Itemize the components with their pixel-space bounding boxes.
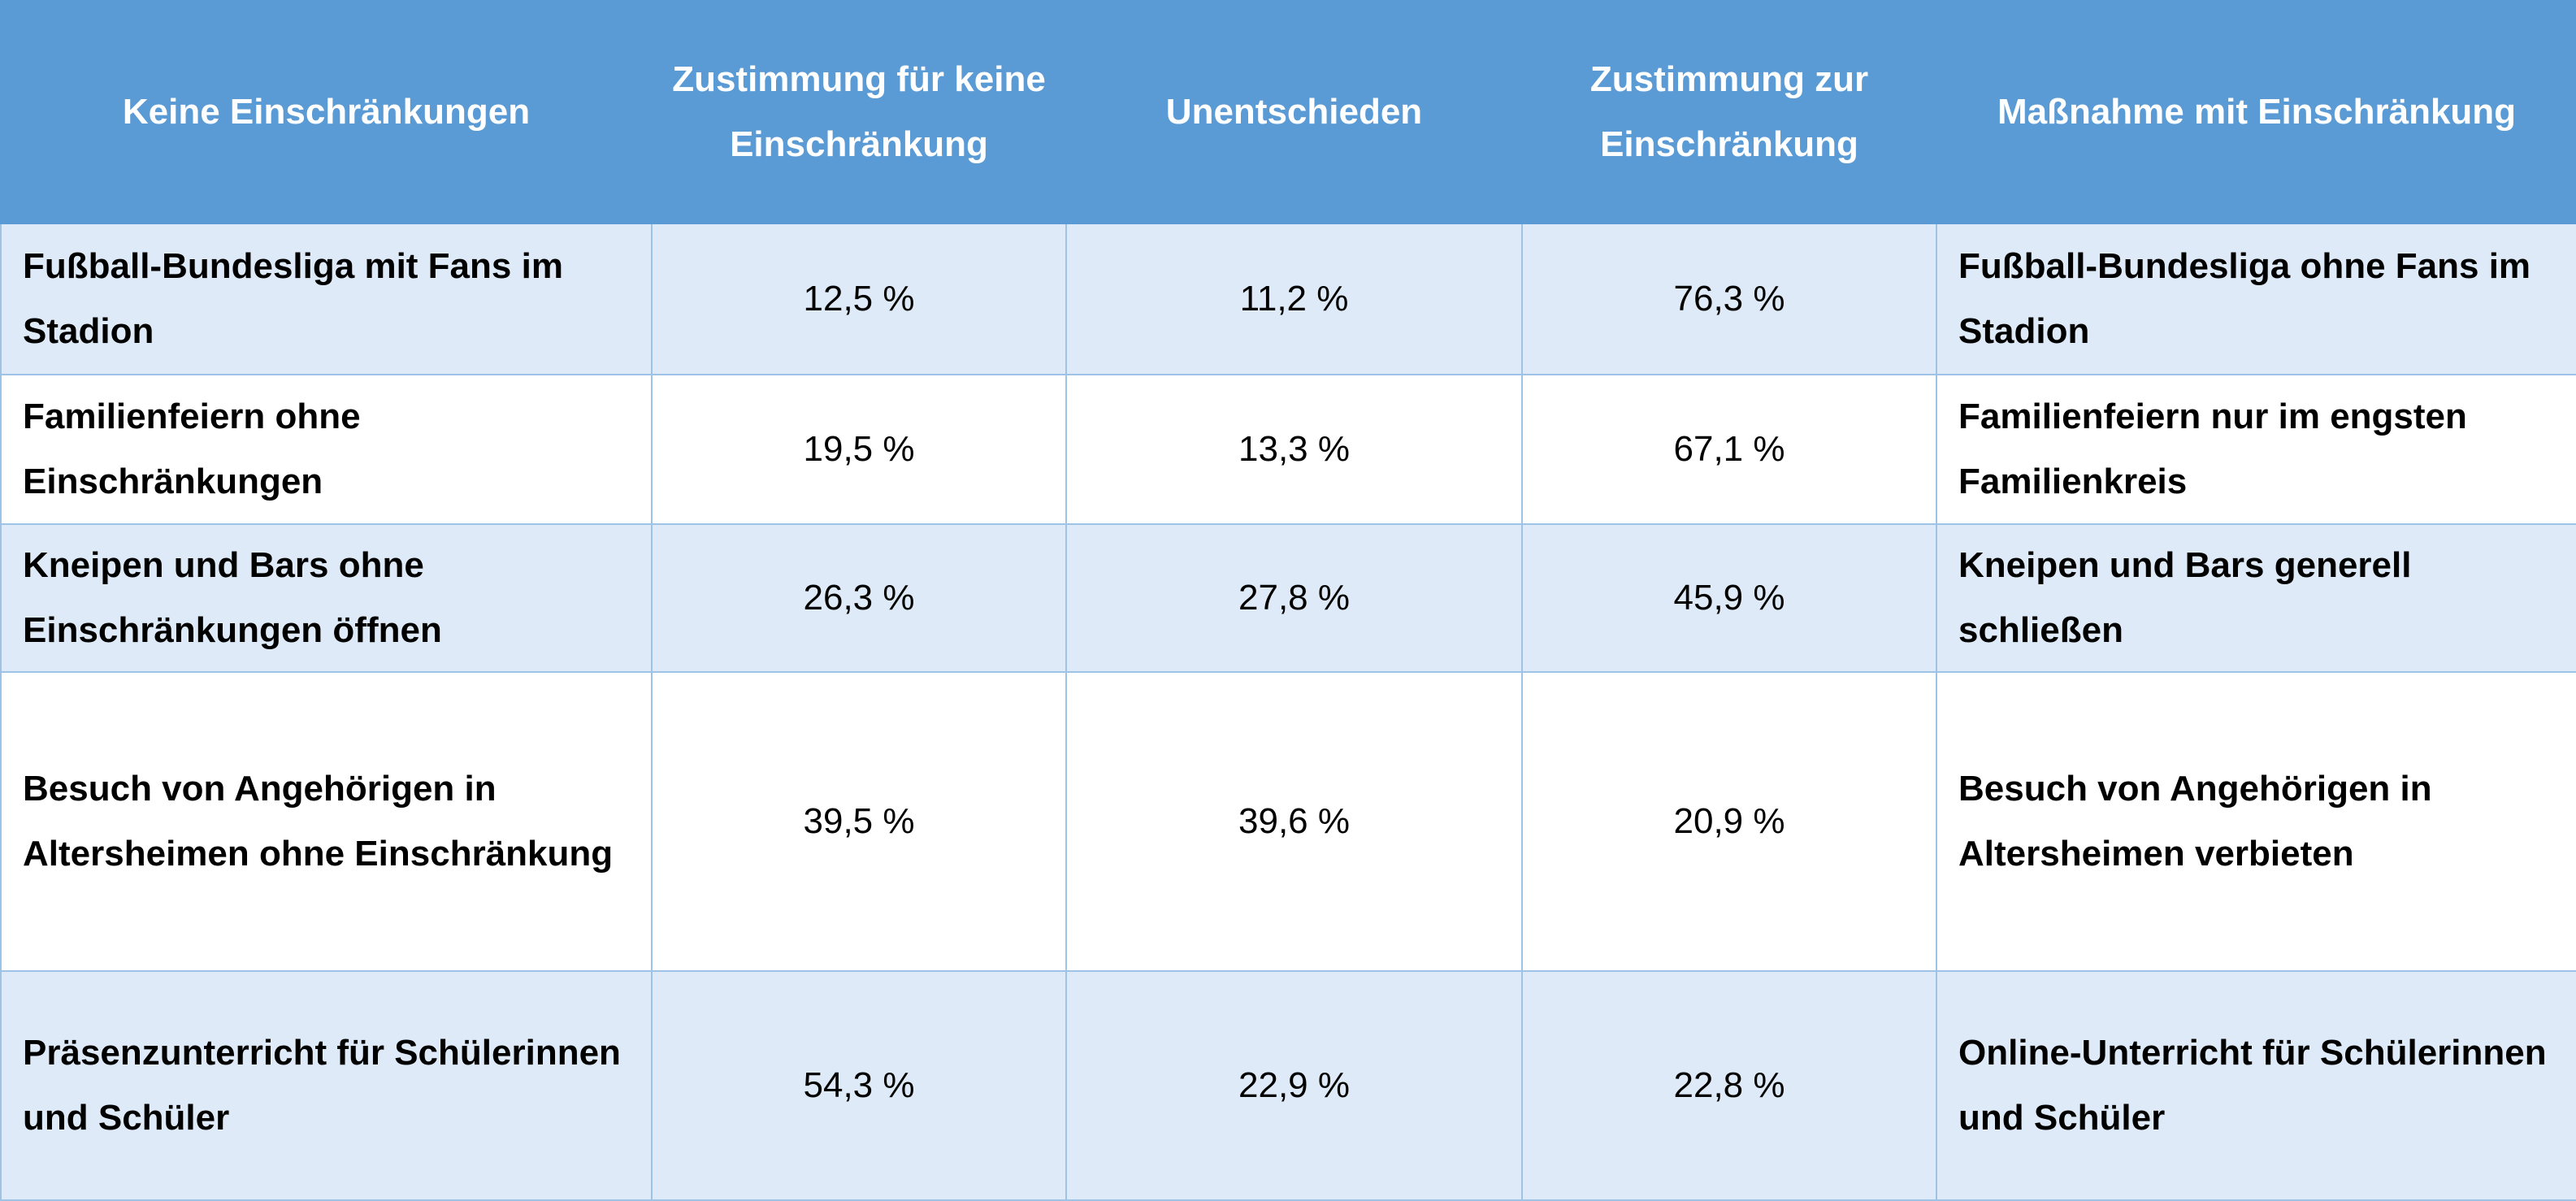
cell-no-restriction: Besuch von Angehörigen in Altersheimen o…	[0, 671, 653, 972]
cell-restriction: Besuch von Angehörigen in Altersheimen v…	[1936, 671, 2576, 972]
cell-undecided: 22,9 %	[1065, 970, 1523, 1201]
cell-undecided: 39,6 %	[1065, 671, 1523, 972]
header-row: Keine Einschränkungen Zustimmung für kei…	[0, 0, 2576, 224]
column-header-agree-no-restriction: Zustimmung für keine Einschränkung	[651, 0, 1067, 224]
cell-agree-restriction: 45,9 %	[1521, 523, 1937, 673]
cell-agree-no-restriction: 39,5 %	[651, 671, 1067, 972]
cell-agree-no-restriction: 26,3 %	[651, 523, 1067, 673]
column-header-undecided: Unentschieden	[1065, 0, 1523, 224]
column-header-restriction: Maßnahme mit Einschränkung	[1936, 0, 2576, 224]
cell-agree-no-restriction: 54,3 %	[651, 970, 1067, 1201]
cell-no-restriction: Familienfeiern ohne Einschränkungen	[0, 374, 653, 525]
cell-restriction: Familienfeiern nur im engsten Familienkr…	[1936, 374, 2576, 525]
table-body: Fußball-Bundesliga mit Fans im Stadion 1…	[0, 223, 2576, 1201]
table-row: Präsenzunterricht für Schülerinnen und S…	[0, 970, 2576, 1201]
table-row: Fußball-Bundesliga mit Fans im Stadion 1…	[0, 223, 2576, 375]
cell-agree-restriction: 22,8 %	[1521, 970, 1937, 1201]
cell-undecided: 13,3 %	[1065, 374, 1523, 525]
cell-agree-no-restriction: 12,5 %	[651, 223, 1067, 375]
cell-restriction: Kneipen und Bars generell schließen	[1936, 523, 2576, 673]
table-row: Kneipen und Bars ohne Einschränkungen öf…	[0, 523, 2576, 673]
column-header-agree-restriction: Zustimmung zur Einschränkung	[1521, 0, 1937, 224]
table-row: Familienfeiern ohne Einschränkungen 19,5…	[0, 374, 2576, 525]
cell-agree-restriction: 20,9 %	[1521, 671, 1937, 972]
cell-no-restriction: Kneipen und Bars ohne Einschränkungen öf…	[0, 523, 653, 673]
cell-no-restriction: Präsenzunterricht für Schülerinnen und S…	[0, 970, 653, 1201]
cell-undecided: 11,2 %	[1065, 223, 1523, 375]
cell-agree-no-restriction: 19,5 %	[651, 374, 1067, 525]
table-header: Keine Einschränkungen Zustimmung für kei…	[0, 0, 2576, 224]
column-header-no-restriction: Keine Einschränkungen	[0, 0, 653, 224]
cell-undecided: 27,8 %	[1065, 523, 1523, 673]
cell-restriction: Fußball-Bundesliga ohne Fans im Stadion	[1936, 223, 2576, 375]
cell-agree-restriction: 76,3 %	[1521, 223, 1937, 375]
table-row: Besuch von Angehörigen in Altersheimen o…	[0, 671, 2576, 972]
cell-restriction: Online-Unterricht für Schülerinnen und S…	[1936, 970, 2576, 1201]
cell-no-restriction: Fußball-Bundesliga mit Fans im Stadion	[0, 223, 653, 375]
cell-agree-restriction: 67,1 %	[1521, 374, 1937, 525]
